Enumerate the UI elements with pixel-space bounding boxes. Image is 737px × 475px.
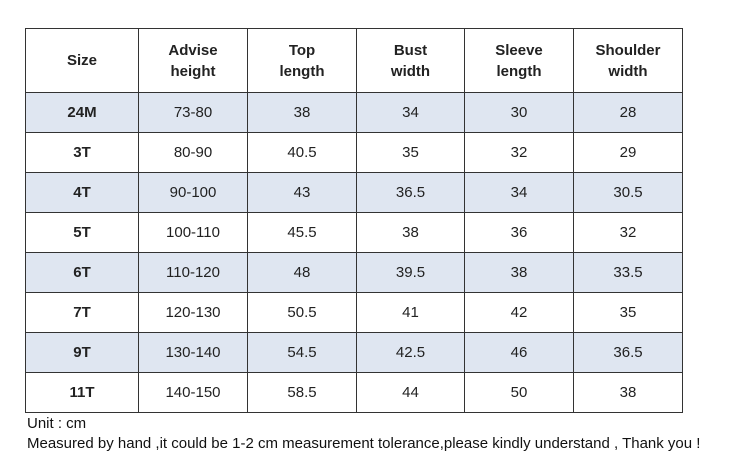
size-cell: 3T <box>25 132 139 173</box>
table-row: 24M 73-80 38 34 30 28 <box>25 92 683 133</box>
table-row: 7T 120-130 50.5 41 42 35 <box>25 292 683 333</box>
unit-note: Unit : cm <box>27 415 87 432</box>
value-cell: 130-140 <box>138 332 248 373</box>
value-cell: 32 <box>573 212 683 253</box>
size-cell: 24M <box>25 92 139 133</box>
header-cell: Bust width <box>356 28 465 93</box>
value-cell: 90-100 <box>138 172 248 213</box>
value-cell: 50.5 <box>247 292 357 333</box>
table-row: 9T 130-140 54.5 42.5 46 36.5 <box>25 332 683 373</box>
value-cell: 38 <box>573 372 683 413</box>
value-cell: 40.5 <box>247 132 357 173</box>
value-cell: 43 <box>247 172 357 213</box>
value-cell: 28 <box>573 92 683 133</box>
value-cell: 34 <box>356 92 465 133</box>
value-cell: 100-110 <box>138 212 248 253</box>
value-cell: 34 <box>464 172 574 213</box>
size-cell: 9T <box>25 332 139 373</box>
size-cell: 7T <box>25 292 139 333</box>
value-cell: 36 <box>464 212 574 253</box>
table-row: 3T 80-90 40.5 35 32 29 <box>25 132 683 173</box>
header-cell: Sleeve length <box>464 28 574 93</box>
table-row: 5T 100-110 45.5 38 36 32 <box>25 212 683 253</box>
value-cell: 36.5 <box>356 172 465 213</box>
size-cell: 4T <box>25 172 139 213</box>
header-cell: Top length <box>247 28 357 93</box>
value-cell: 32 <box>464 132 574 173</box>
value-cell: 41 <box>356 292 465 333</box>
value-cell: 39.5 <box>356 252 465 293</box>
value-cell: 30.5 <box>573 172 683 213</box>
header-row: Size Advise height Top length Bust width Sle… <box>25 28 683 93</box>
table-row: 11T 140-150 58.5 44 50 38 <box>25 372 683 413</box>
value-cell: 38 <box>464 252 574 293</box>
tolerance-note: Measured by hand ,it could be 1-2 cm mea… <box>27 435 701 452</box>
value-cell: 140-150 <box>138 372 248 413</box>
value-cell: 38 <box>247 92 357 133</box>
table-row: 4T 90-100 43 36.5 34 30.5 <box>25 172 683 213</box>
size-cell: 5T <box>25 212 139 253</box>
value-cell: 35 <box>356 132 465 173</box>
value-cell: 44 <box>356 372 465 413</box>
value-cell: 46 <box>464 332 574 373</box>
size-cell: 11T <box>25 372 139 413</box>
value-cell: 73-80 <box>138 92 248 133</box>
value-cell: 30 <box>464 92 574 133</box>
header-cell: Size <box>25 28 139 93</box>
value-cell: 58.5 <box>247 372 357 413</box>
value-cell: 50 <box>464 372 574 413</box>
value-cell: 33.5 <box>573 252 683 293</box>
value-cell: 35 <box>573 292 683 333</box>
size-table: Size Advise height Top length Bust width Sle… <box>25 28 683 413</box>
value-cell: 80-90 <box>138 132 248 173</box>
table-row: 6T 110-120 48 39.5 38 33.5 <box>25 252 683 293</box>
value-cell: 29 <box>573 132 683 173</box>
value-cell: 38 <box>356 212 465 253</box>
value-cell: 36.5 <box>573 332 683 373</box>
value-cell: 42 <box>464 292 574 333</box>
size-cell: 6T <box>25 252 139 293</box>
value-cell: 48 <box>247 252 357 293</box>
table-body: 24M 73-80 38 34 30 28 3T 80-90 40.5 35 32 29 4T 90-10… <box>25 92 683 413</box>
value-cell: 45.5 <box>247 212 357 253</box>
value-cell: 42.5 <box>356 332 465 373</box>
header-cell: Advise height <box>138 28 248 93</box>
value-cell: 120-130 <box>138 292 248 333</box>
value-cell: 110-120 <box>138 252 248 293</box>
value-cell: 54.5 <box>247 332 357 373</box>
header-cell: Shoulder width <box>573 28 683 93</box>
